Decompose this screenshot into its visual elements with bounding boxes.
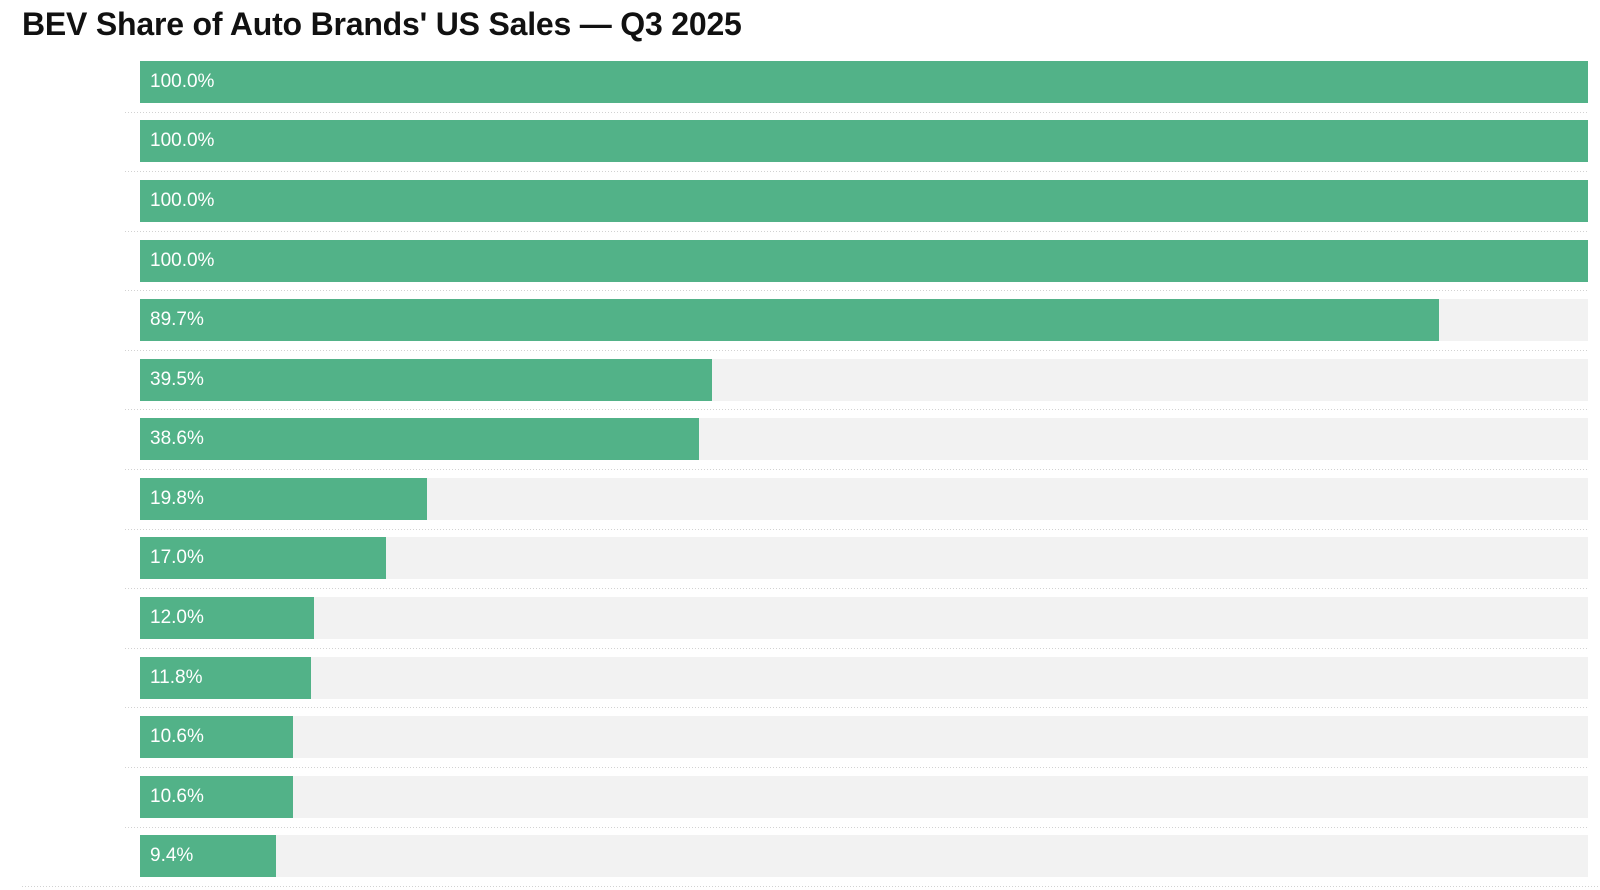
row-separator-line bbox=[125, 171, 1588, 173]
bar-value-label: 9.4% bbox=[150, 845, 194, 867]
bar-value-label: 10.6% bbox=[150, 785, 204, 807]
bar-row: 19.8% bbox=[0, 469, 1600, 530]
bar-track: 19.8% bbox=[140, 477, 1588, 520]
bar-row: 100.0% bbox=[0, 171, 1600, 232]
bar-row: 9.4% bbox=[0, 827, 1600, 887]
plot-area: 100.0% 100.0% 100.0% 100.0% bbox=[0, 52, 1600, 886]
row-separator-line bbox=[125, 588, 1588, 590]
bar-value-label: 100.0% bbox=[150, 70, 215, 92]
bar-track: 100.0% bbox=[140, 60, 1588, 103]
row-separator-line bbox=[125, 349, 1588, 351]
bar: 17.0% bbox=[140, 537, 387, 580]
bar: 100.0% bbox=[140, 239, 1588, 282]
bar-row: 12.0% bbox=[0, 588, 1600, 649]
row-separator-line bbox=[125, 409, 1588, 411]
bar: 89.7% bbox=[140, 299, 1439, 342]
row-separator-line bbox=[125, 528, 1588, 530]
bar: 38.6% bbox=[140, 418, 699, 461]
bar: 10.6% bbox=[140, 716, 294, 759]
bar: 100.0% bbox=[140, 60, 1588, 103]
bar-track: 100.0% bbox=[140, 239, 1588, 282]
bar-track: 39.5% bbox=[140, 358, 1588, 401]
bar-value-label: 89.7% bbox=[150, 309, 204, 331]
bar-track: 100.0% bbox=[140, 120, 1588, 163]
row-separator-line bbox=[125, 230, 1588, 232]
bar-value-label: 17.0% bbox=[150, 547, 204, 569]
bar-value-label: 100.0% bbox=[150, 130, 215, 152]
row-separator-line bbox=[125, 469, 1588, 471]
bar: 100.0% bbox=[140, 179, 1588, 222]
bar: 100.0% bbox=[140, 120, 1588, 163]
bar-track: 89.7% bbox=[140, 299, 1588, 342]
bar: 12.0% bbox=[140, 596, 314, 639]
bar-row: 38.6% bbox=[0, 409, 1600, 471]
bar-value-label: 19.8% bbox=[150, 487, 204, 509]
bar-value-label: 100.0% bbox=[150, 249, 215, 271]
x-axis-line bbox=[22, 886, 1600, 887]
row-separator-line bbox=[125, 647, 1588, 649]
bar-value-label: 100.0% bbox=[150, 189, 215, 211]
bar-row: 11.8% bbox=[0, 648, 1600, 709]
bar-row: 10.6% bbox=[0, 707, 1600, 768]
bar: 39.5% bbox=[140, 358, 712, 401]
bar-track: 38.6% bbox=[140, 418, 1588, 461]
bar-track: 12.0% bbox=[140, 596, 1588, 639]
bar-row: 100.0% bbox=[0, 231, 1600, 292]
bar-value-label: 11.8% bbox=[150, 666, 203, 688]
bar-row: 89.7% bbox=[0, 290, 1600, 351]
bar-track: 11.8% bbox=[140, 656, 1588, 699]
bar-value-label: 39.5% bbox=[150, 368, 204, 390]
bar-track: 17.0% bbox=[140, 537, 1588, 580]
chart-title: BEV Share of Auto Brands' US Sales — Q3 … bbox=[22, 6, 742, 42]
row-separator-line bbox=[125, 290, 1588, 292]
bar-row: 17.0% bbox=[0, 529, 1600, 590]
bar: 10.6% bbox=[140, 775, 294, 818]
row-separator-line bbox=[125, 766, 1588, 768]
bar: 19.8% bbox=[140, 477, 427, 520]
bar-row: 100.0% bbox=[0, 52, 1600, 113]
bar-track: 10.6% bbox=[140, 716, 1588, 759]
bar-track: 10.6% bbox=[140, 775, 1588, 818]
bar-track: 100.0% bbox=[140, 179, 1588, 222]
bar-row: 10.6% bbox=[0, 767, 1600, 828]
bar-track: 9.4% bbox=[140, 835, 1588, 878]
row-separator-line bbox=[125, 707, 1588, 709]
bar-value-label: 10.6% bbox=[150, 726, 204, 748]
bar: 11.8% bbox=[140, 656, 311, 699]
bar-value-label: 12.0% bbox=[150, 606, 204, 628]
row-separator-line bbox=[125, 826, 1588, 828]
bar-row: 39.5% bbox=[0, 350, 1600, 411]
bar-value-label: 38.6% bbox=[150, 428, 204, 450]
bar-row: 100.0% bbox=[0, 112, 1600, 173]
row-separator-line bbox=[125, 111, 1588, 113]
bar: 9.4% bbox=[140, 835, 277, 878]
